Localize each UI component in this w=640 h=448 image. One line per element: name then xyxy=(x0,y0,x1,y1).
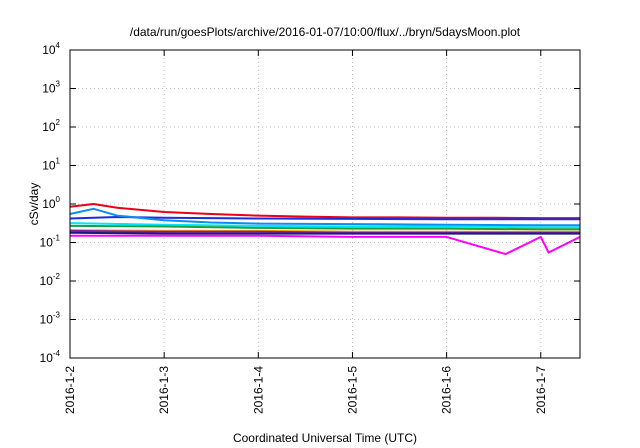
series-group xyxy=(69,203,581,256)
y-tick-label: 10-4 xyxy=(40,349,61,365)
series-line xyxy=(69,222,580,229)
y-tick-label: 104 xyxy=(42,41,60,57)
x-tick-label: 2016-1-7 xyxy=(534,366,548,414)
y-tick-label: 103 xyxy=(42,80,60,96)
series-line xyxy=(69,231,580,235)
y-tick-label: 100 xyxy=(42,195,60,211)
grid xyxy=(70,50,580,358)
x-tick-labels: 2016-1-2 2016-1-3 2016-1-4 2016-1-5 2016-1-6… xyxy=(63,366,548,414)
x-axis-label: Coordinated Universal Time (UTC) xyxy=(233,431,417,445)
series-line xyxy=(69,203,580,220)
x-tick-label: 2016-1-4 xyxy=(251,366,265,414)
x-tick-label: 2016-1-2 xyxy=(63,366,77,414)
y-axis-label: cSv/day xyxy=(27,183,41,226)
y-tick-label: 101 xyxy=(42,157,60,173)
series-line xyxy=(69,224,580,231)
y-tick-label: 10-1 xyxy=(40,234,61,250)
y-tick-label: 10-2 xyxy=(40,272,61,288)
y-tick-label: 10-3 xyxy=(40,311,61,327)
y-tick-labels: 10-4 10-3 10-2 10-1 100 101 102 103 104 xyxy=(40,41,61,365)
y-tick-label: 102 xyxy=(42,118,60,134)
ticks xyxy=(69,49,580,359)
x-tick-label: 2016-1-5 xyxy=(345,366,359,414)
series-line xyxy=(70,234,581,256)
series-line xyxy=(69,207,580,227)
x-tick-label: 2016-1-3 xyxy=(157,366,171,414)
x-tick-label: 2016-1-6 xyxy=(440,366,454,414)
chart-title: /data/run/goesPlots/archive/2016-01-07/1… xyxy=(130,25,521,39)
